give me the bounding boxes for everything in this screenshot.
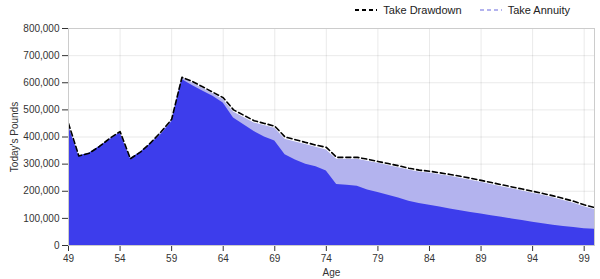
svg-text:94: 94 xyxy=(527,253,539,264)
svg-text:700,000: 700,000 xyxy=(23,50,60,61)
svg-text:100,000: 100,000 xyxy=(23,213,60,224)
svg-text:200,000: 200,000 xyxy=(23,185,60,196)
svg-text:Age: Age xyxy=(323,267,341,278)
svg-text:Today's Pounds: Today's Pounds xyxy=(9,102,20,172)
svg-text:400,000: 400,000 xyxy=(23,131,60,142)
svg-text:59: 59 xyxy=(166,253,178,264)
svg-text:49: 49 xyxy=(63,253,75,264)
svg-text:89: 89 xyxy=(475,253,487,264)
svg-text:74: 74 xyxy=(321,253,333,264)
svg-text:84: 84 xyxy=(424,253,436,264)
svg-text:69: 69 xyxy=(269,253,281,264)
svg-text:800,000: 800,000 xyxy=(23,23,60,34)
svg-text:0: 0 xyxy=(54,240,60,251)
svg-text:600,000: 600,000 xyxy=(23,77,60,88)
svg-text:64: 64 xyxy=(218,253,230,264)
svg-text:79: 79 xyxy=(372,253,384,264)
svg-text:300,000: 300,000 xyxy=(23,158,60,169)
svg-text:54: 54 xyxy=(115,253,127,264)
html-text:Take Drawdown: Take Drawdown xyxy=(383,4,462,16)
svg-text:99: 99 xyxy=(579,253,591,264)
svg-text:500,000: 500,000 xyxy=(23,104,60,115)
html-text:Take Annuity: Take Annuity xyxy=(507,4,570,16)
